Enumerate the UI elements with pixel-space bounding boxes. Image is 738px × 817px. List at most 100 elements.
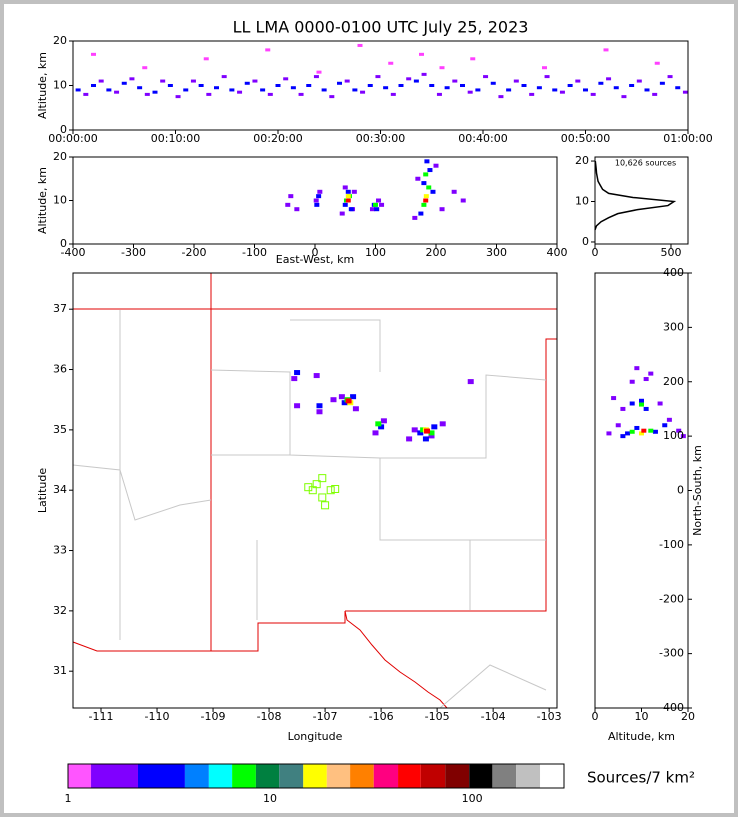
source-point — [439, 207, 445, 212]
source-point — [422, 436, 429, 442]
source-point — [521, 84, 527, 87]
y-tick-label: 20 — [53, 34, 67, 47]
source-point — [288, 194, 294, 199]
source-point — [175, 95, 181, 99]
source-point — [662, 423, 668, 428]
source-point — [634, 366, 640, 371]
source-point — [360, 90, 366, 94]
annotation: 10,626 sources — [615, 159, 676, 168]
source-point — [439, 66, 445, 70]
y-axis-label: Altitude, km — [36, 52, 49, 119]
source-point — [676, 428, 682, 433]
source-point — [498, 95, 504, 99]
source-point — [306, 84, 312, 87]
source-point — [629, 429, 635, 434]
source-point — [329, 95, 335, 99]
color-swatch — [91, 764, 138, 788]
y-axis-label: Altitude, km — [36, 167, 49, 234]
source-point — [406, 436, 413, 442]
source-point — [536, 86, 542, 90]
source-point — [114, 90, 120, 94]
source-point — [513, 79, 519, 83]
color-swatch — [208, 764, 233, 788]
source-point — [345, 398, 352, 404]
source-point — [260, 88, 266, 92]
source-point — [214, 86, 219, 90]
station — [318, 474, 327, 483]
source-point — [316, 70, 322, 74]
source-point — [298, 92, 304, 96]
colorbar-tick-label: 1 — [65, 792, 72, 805]
color-swatch — [373, 764, 399, 788]
source-point — [203, 57, 209, 61]
source-point — [639, 402, 644, 407]
source-point — [83, 92, 89, 96]
station — [331, 484, 340, 493]
plot-frame — [594, 272, 689, 709]
chart-title: LL LMA 0000-0100 UTC July 25, 2023 — [233, 18, 529, 37]
figure: 00:00:00 00:10:00 00:20:00 00:30:00 00:40:00… — [4, 4, 734, 813]
source-point — [190, 79, 196, 83]
chart: 00:00:00 00:10:00 00:20:00 00:30:00 00:40:00… — [36, 18, 713, 806]
source-point — [352, 88, 358, 92]
station — [326, 486, 335, 495]
source-point — [629, 379, 635, 384]
x-tick-label: 400 — [547, 246, 568, 259]
colorbar-tick-label: 100 — [462, 792, 483, 805]
y-tick-label: -300 — [659, 647, 684, 660]
color-swatch — [516, 764, 541, 788]
source-point — [290, 86, 296, 90]
source-point — [452, 79, 458, 83]
source-point — [552, 88, 558, 92]
x-tick-label: -400 — [61, 246, 86, 259]
source-point — [421, 202, 427, 207]
source-point — [421, 72, 427, 76]
source-point — [275, 84, 281, 87]
y-tick-label: 10 — [53, 194, 67, 207]
source-point — [316, 409, 323, 415]
x-tick-label: 200 — [426, 246, 447, 259]
y-tick-label: 20 — [575, 154, 589, 167]
source-point — [419, 52, 424, 56]
source-point — [643, 406, 649, 411]
source-point — [285, 202, 291, 207]
color-swatch — [68, 764, 92, 788]
source-point — [675, 86, 681, 90]
source-point — [657, 401, 663, 406]
x-tick-label: 00:50:00 — [561, 132, 610, 145]
source-point — [98, 79, 104, 83]
source-point — [620, 406, 626, 411]
source-point — [294, 370, 301, 376]
color-swatch — [492, 764, 517, 788]
y-tick-label: 20 — [53, 150, 67, 163]
station — [321, 501, 330, 510]
y-tick-label: 10 — [575, 195, 589, 208]
x-tick-label: -100 — [242, 246, 267, 259]
source-point — [652, 429, 658, 434]
source-point — [666, 417, 672, 422]
source-point — [267, 92, 273, 96]
source-point — [621, 95, 627, 99]
source-point — [654, 61, 660, 65]
source-point — [433, 163, 439, 168]
source-point — [160, 79, 166, 83]
source-point — [91, 84, 96, 87]
source-point — [424, 159, 430, 164]
source-point — [121, 81, 127, 85]
station — [318, 493, 327, 502]
y-tick-label: 400 — [663, 266, 684, 279]
color-swatch — [137, 764, 185, 788]
x-axis-label: East-West, km — [276, 253, 354, 266]
x-tick-label: -300 — [121, 246, 146, 259]
source-point — [380, 418, 387, 424]
source-point — [342, 185, 348, 190]
y-tick-label: 0 — [60, 237, 67, 250]
source-point — [426, 185, 432, 190]
y-tick-label: 100 — [663, 429, 684, 442]
source-point — [460, 198, 466, 203]
source-point — [439, 421, 446, 427]
color-swatch — [350, 764, 374, 788]
source-point — [667, 75, 673, 79]
source-point — [313, 75, 319, 79]
